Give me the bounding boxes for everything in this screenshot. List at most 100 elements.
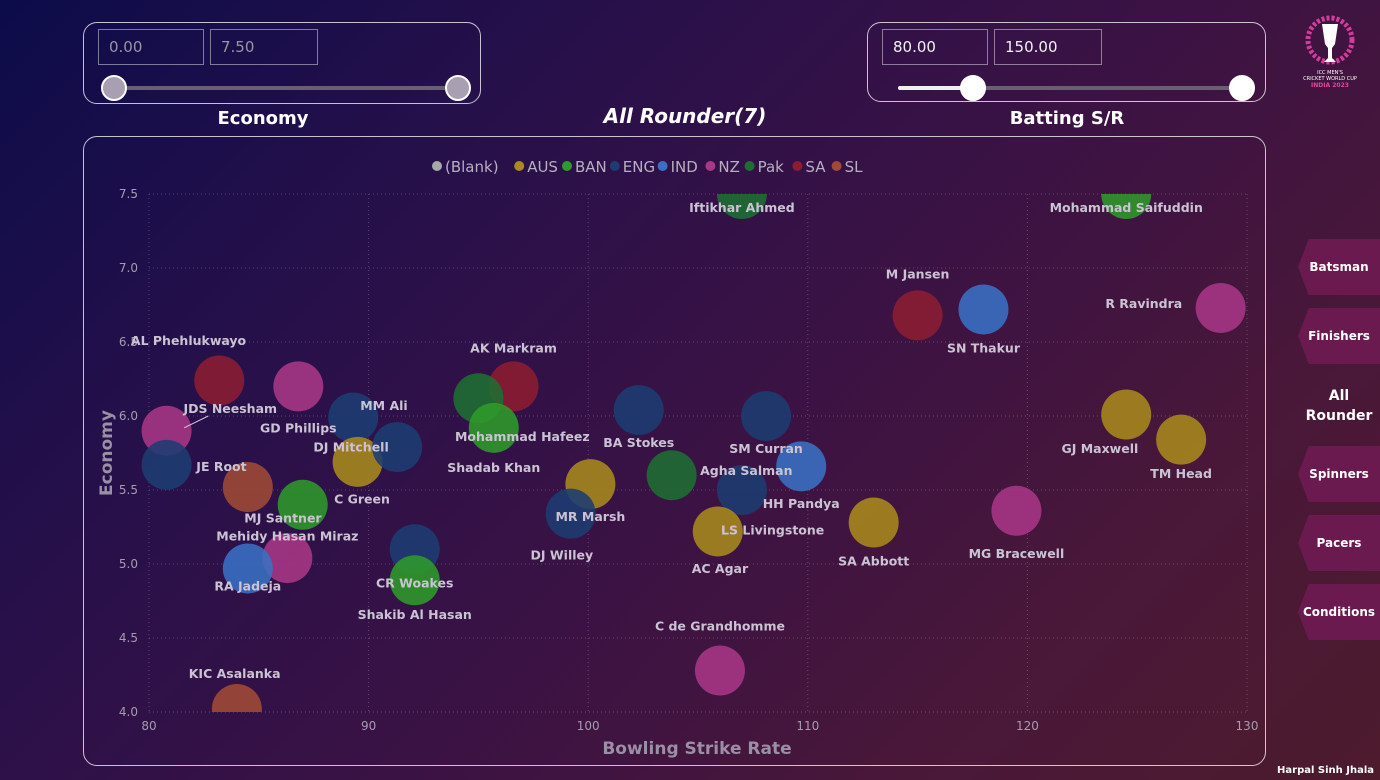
legend-item[interactable]: Pak xyxy=(758,158,785,176)
data-point[interactable]: SN Thakur (IND) xyxy=(958,284,1009,335)
economy-max-handle[interactable] xyxy=(445,75,471,101)
batting-sr-slider-fill xyxy=(898,86,974,90)
data-point[interactable]: TM Head (AUS) xyxy=(1156,414,1207,465)
data-point[interactable]: MG Bracewell (NZ) xyxy=(991,485,1042,536)
data-point[interactable]: Shakib Al Hasan (BAN) xyxy=(389,555,440,606)
point-label: SA Abbott xyxy=(838,553,909,568)
logo-line2: CRICKET WORLD CUP xyxy=(1303,76,1357,82)
legend-marker xyxy=(792,161,803,171)
x-axis-title: Bowling Strike Rate xyxy=(602,739,791,759)
batting-sr-max-handle[interactable] xyxy=(1229,75,1255,101)
point-label: Shakib Al Hasan xyxy=(358,607,472,622)
legend-marker xyxy=(609,161,620,171)
point-label: MG Bracewell xyxy=(969,546,1065,561)
data-point[interactable]: AC Agar (AUS) xyxy=(692,506,743,557)
batting-sr-max-input[interactable]: 150.00 xyxy=(994,29,1102,65)
data-points: Iftikhar Ahmed (Pak) Mohammad Saifuddin (… xyxy=(141,169,1246,734)
legend-item[interactable]: BAN xyxy=(575,158,607,176)
data-point[interactable]: BA Stokes (ENG) xyxy=(613,385,664,436)
data-point[interactable]: LS Livingstone (ENG) xyxy=(716,465,767,515)
data-point[interactable]: C Green (ENG) xyxy=(372,422,423,473)
data-point[interactable]: AL Phehlukwayo (SA) xyxy=(194,355,245,406)
point-label: Iftikhar Ahmed xyxy=(689,200,795,215)
legend-item[interactable]: NZ xyxy=(718,158,740,176)
data-point[interactable]: C de Grandhomme (NZ) xyxy=(694,645,745,696)
x-tick-label: 80 xyxy=(141,719,156,733)
legend-item[interactable]: IND xyxy=(671,158,698,176)
nav-all-rounder[interactable]: All Rounder xyxy=(1305,388,1373,424)
y-tick-label: 4.5 xyxy=(119,631,138,645)
legend-marker xyxy=(657,161,668,171)
nav-batsman[interactable]: Batsman xyxy=(1298,239,1380,295)
legend: (Blank) AUS BAN ENG IND NZ Pak SA SL xyxy=(432,158,863,176)
nav-finishers[interactable]: Finishers xyxy=(1298,308,1380,364)
legend-item[interactable]: ENG xyxy=(623,158,655,176)
legend-item[interactable]: SL xyxy=(845,158,864,176)
batting-sr-slider-track[interactable] xyxy=(898,86,1242,90)
x-tick-label: 130 xyxy=(1236,719,1259,733)
data-point[interactable]: Iftikhar Ahmed (Pak) xyxy=(716,169,767,219)
y-tick-label: 7.5 xyxy=(119,187,138,201)
x-tick-label: 120 xyxy=(1016,719,1039,733)
logo-line3: INDIA 2023 xyxy=(1311,82,1349,89)
y-tick-label: 4.0 xyxy=(119,705,138,719)
point-label: SN Thakur xyxy=(947,340,1021,355)
data-point[interactable]: DJ Mitchell (AUS) xyxy=(332,436,383,487)
economy-min-input[interactable]: 0.00 xyxy=(98,29,204,65)
legend-item[interactable]: SA xyxy=(805,158,826,176)
y-tick-label: 6.5 xyxy=(119,335,138,349)
legend-marker xyxy=(432,161,442,171)
data-point[interactable]: SA Abbott (AUS) xyxy=(848,497,899,548)
data-point[interactable]: Shadab Khan (BAN) xyxy=(468,402,519,453)
point-label: GD Phillips xyxy=(260,420,337,435)
legend-item[interactable]: AUS xyxy=(527,158,558,176)
point-label: AL Phehlukwayo xyxy=(131,333,247,348)
point-label: DJ Willey xyxy=(531,548,594,563)
legend-item[interactable]: (Blank) xyxy=(445,158,499,176)
data-point[interactable]: GJ Maxwell (AUS) xyxy=(1101,389,1152,440)
chart-title: All Rounder(7) xyxy=(603,104,767,128)
data-point[interactable]: C Green (BAN) xyxy=(277,479,328,530)
y-axis-title: Economy xyxy=(97,410,117,496)
economy-max-input[interactable]: 7.50 xyxy=(210,29,318,65)
point-label: LS Livingstone xyxy=(721,522,824,537)
data-point[interactable]: MJ Santner (SL) xyxy=(222,462,273,513)
batting-sr-min-input[interactable]: 80.00 xyxy=(882,29,988,65)
y-tick-label: 7.0 xyxy=(119,261,138,275)
batting-sr-slider-label: Batting S/R xyxy=(1009,108,1125,129)
leader-line xyxy=(183,415,209,429)
economy-slider-track[interactable] xyxy=(114,86,458,90)
nav-pacers[interactable]: Pacers xyxy=(1298,515,1380,571)
grid-lines xyxy=(148,193,1248,713)
data-point[interactable]: MR Marsh (ENG) xyxy=(545,488,596,539)
data-point[interactable]: RA Jadeja (IND) xyxy=(222,543,273,594)
data-point[interactable]: Agha Salman (Pak) xyxy=(646,450,697,501)
data-point[interactable]: Mehidy Hasan Miraz (NZ) xyxy=(262,533,313,584)
batting-sr-min-handle[interactable] xyxy=(960,75,986,101)
point-label: JE Root xyxy=(195,459,246,474)
point-label: MM Ali xyxy=(360,398,407,413)
data-point[interactable]: Mohammad Saifuddin (BAN) xyxy=(1101,169,1152,219)
batting-sr-slicer: 80.00 150.00 xyxy=(867,22,1266,102)
x-tick-label: 110 xyxy=(796,719,819,733)
data-point[interactable]: JE Root (ENG) xyxy=(141,439,192,490)
point-label: TM Head xyxy=(1150,466,1212,481)
nav-spinners[interactable]: Spinners xyxy=(1298,446,1380,502)
point-label: MJ Santner xyxy=(244,511,322,526)
data-point[interactable]: MM Ali (ENG) xyxy=(328,392,379,443)
world-cup-logo-graphic: ICC MEN'S CRICKET WORLD CUP INDIA 2023 xyxy=(1303,15,1357,89)
data-point[interactable]: HH Pandya (IND) xyxy=(776,441,827,492)
economy-min-handle[interactable] xyxy=(101,75,127,101)
point-label: Mohammad Saifuddin xyxy=(1050,200,1203,215)
data-point[interactable]: KIC Asalanka (SL) xyxy=(211,684,262,734)
data-point[interactable]: GD Phillips (NZ) xyxy=(273,361,324,412)
legend-marker xyxy=(705,161,716,171)
economy-slider-label: Economy xyxy=(217,108,309,129)
data-point[interactable]: R Ravindra (NZ) xyxy=(1195,282,1246,333)
legend-marker xyxy=(562,161,572,171)
data-point[interactable]: SM Curran (ENG) xyxy=(741,391,792,441)
nav-conditions[interactable]: Conditions xyxy=(1298,584,1380,640)
data-point[interactable]: M Jansen (SA) xyxy=(892,290,943,341)
point-label: AC Agar xyxy=(692,561,749,576)
